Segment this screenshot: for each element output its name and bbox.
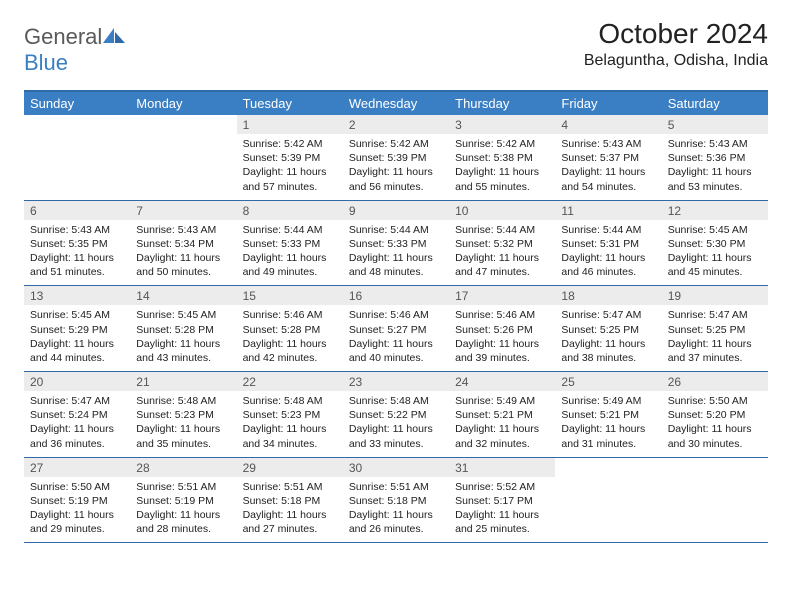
day-info-cell: Sunrise: 5:44 AMSunset: 5:31 PMDaylight:… (555, 220, 661, 286)
day-number-cell: 14 (130, 286, 236, 306)
header: GeneralBlue October 2024 Belaguntha, Odi… (24, 18, 768, 76)
day-number-row: 6789101112 (24, 200, 768, 220)
day-info-cell: Sunrise: 5:48 AMSunset: 5:22 PMDaylight:… (343, 391, 449, 457)
day-number-cell: 26 (662, 372, 768, 392)
day-info-cell (24, 134, 130, 200)
weekday-header: Friday (555, 91, 661, 115)
day-info-cell: Sunrise: 5:50 AMSunset: 5:20 PMDaylight:… (662, 391, 768, 457)
day-number-cell: 21 (130, 372, 236, 392)
day-info-cell: Sunrise: 5:47 AMSunset: 5:25 PMDaylight:… (555, 305, 661, 371)
logo-word-2: Blue (24, 50, 68, 75)
day-info-cell: Sunrise: 5:47 AMSunset: 5:25 PMDaylight:… (662, 305, 768, 371)
weekday-header: Sunday (24, 91, 130, 115)
day-number-cell: 12 (662, 200, 768, 220)
day-info-cell: Sunrise: 5:46 AMSunset: 5:28 PMDaylight:… (237, 305, 343, 371)
day-number-row: 13141516171819 (24, 286, 768, 306)
day-info-row: Sunrise: 5:45 AMSunset: 5:29 PMDaylight:… (24, 305, 768, 371)
day-number-cell (130, 115, 236, 134)
day-number-cell: 22 (237, 372, 343, 392)
day-info-cell: Sunrise: 5:43 AMSunset: 5:35 PMDaylight:… (24, 220, 130, 286)
day-info-cell: Sunrise: 5:51 AMSunset: 5:18 PMDaylight:… (237, 477, 343, 543)
day-info-cell (662, 477, 768, 543)
day-info-cell: Sunrise: 5:44 AMSunset: 5:33 PMDaylight:… (237, 220, 343, 286)
day-number-row: 2728293031 (24, 457, 768, 477)
day-number-cell: 15 (237, 286, 343, 306)
day-number-cell: 19 (662, 286, 768, 306)
day-number-cell: 9 (343, 200, 449, 220)
day-info-cell: Sunrise: 5:42 AMSunset: 5:38 PMDaylight:… (449, 134, 555, 200)
day-info-cell: Sunrise: 5:49 AMSunset: 5:21 PMDaylight:… (555, 391, 661, 457)
day-number-cell: 25 (555, 372, 661, 392)
day-info-cell: Sunrise: 5:46 AMSunset: 5:27 PMDaylight:… (343, 305, 449, 371)
day-info-cell (555, 477, 661, 543)
day-number-cell: 17 (449, 286, 555, 306)
day-number-cell: 16 (343, 286, 449, 306)
day-info-cell: Sunrise: 5:48 AMSunset: 5:23 PMDaylight:… (130, 391, 236, 457)
day-number-cell: 8 (237, 200, 343, 220)
day-number-cell: 7 (130, 200, 236, 220)
day-info-cell: Sunrise: 5:47 AMSunset: 5:24 PMDaylight:… (24, 391, 130, 457)
day-info-cell: Sunrise: 5:43 AMSunset: 5:37 PMDaylight:… (555, 134, 661, 200)
day-info-cell: Sunrise: 5:43 AMSunset: 5:36 PMDaylight:… (662, 134, 768, 200)
day-info-cell: Sunrise: 5:43 AMSunset: 5:34 PMDaylight:… (130, 220, 236, 286)
day-number-cell: 1 (237, 115, 343, 134)
weekday-header: Tuesday (237, 91, 343, 115)
day-number-cell (24, 115, 130, 134)
day-info-cell: Sunrise: 5:50 AMSunset: 5:19 PMDaylight:… (24, 477, 130, 543)
day-number-cell: 31 (449, 457, 555, 477)
day-number-cell: 10 (449, 200, 555, 220)
day-info-cell: Sunrise: 5:45 AMSunset: 5:29 PMDaylight:… (24, 305, 130, 371)
day-number-cell (662, 457, 768, 477)
day-number-cell: 28 (130, 457, 236, 477)
calendar-table: SundayMondayTuesdayWednesdayThursdayFrid… (24, 90, 768, 543)
day-info-cell (130, 134, 236, 200)
logo: GeneralBlue (24, 18, 125, 76)
day-info-cell: Sunrise: 5:42 AMSunset: 5:39 PMDaylight:… (343, 134, 449, 200)
month-title: October 2024 (584, 18, 768, 50)
day-number-cell: 20 (24, 372, 130, 392)
day-number-cell: 13 (24, 286, 130, 306)
day-number-cell: 4 (555, 115, 661, 134)
day-number-cell: 6 (24, 200, 130, 220)
day-number-cell: 18 (555, 286, 661, 306)
day-info-row: Sunrise: 5:42 AMSunset: 5:39 PMDaylight:… (24, 134, 768, 200)
day-info-row: Sunrise: 5:47 AMSunset: 5:24 PMDaylight:… (24, 391, 768, 457)
title-block: October 2024 Belaguntha, Odisha, India (584, 18, 768, 70)
weekday-header: Monday (130, 91, 236, 115)
day-info-row: Sunrise: 5:50 AMSunset: 5:19 PMDaylight:… (24, 477, 768, 543)
day-number-cell: 29 (237, 457, 343, 477)
day-number-row: 12345 (24, 115, 768, 134)
day-info-cell: Sunrise: 5:44 AMSunset: 5:32 PMDaylight:… (449, 220, 555, 286)
weekday-header: Saturday (662, 91, 768, 115)
day-number-cell: 30 (343, 457, 449, 477)
day-info-cell: Sunrise: 5:44 AMSunset: 5:33 PMDaylight:… (343, 220, 449, 286)
weekday-header: Wednesday (343, 91, 449, 115)
day-info-cell: Sunrise: 5:42 AMSunset: 5:39 PMDaylight:… (237, 134, 343, 200)
weekday-header-row: SundayMondayTuesdayWednesdayThursdayFrid… (24, 91, 768, 115)
day-info-cell: Sunrise: 5:51 AMSunset: 5:18 PMDaylight:… (343, 477, 449, 543)
day-number-cell (555, 457, 661, 477)
day-info-cell: Sunrise: 5:51 AMSunset: 5:19 PMDaylight:… (130, 477, 236, 543)
day-info-cell: Sunrise: 5:46 AMSunset: 5:26 PMDaylight:… (449, 305, 555, 371)
day-info-cell: Sunrise: 5:52 AMSunset: 5:17 PMDaylight:… (449, 477, 555, 543)
day-info-cell: Sunrise: 5:45 AMSunset: 5:28 PMDaylight:… (130, 305, 236, 371)
day-info-cell: Sunrise: 5:45 AMSunset: 5:30 PMDaylight:… (662, 220, 768, 286)
day-number-cell: 27 (24, 457, 130, 477)
day-number-row: 20212223242526 (24, 372, 768, 392)
day-number-cell: 3 (449, 115, 555, 134)
day-number-cell: 11 (555, 200, 661, 220)
day-number-cell: 5 (662, 115, 768, 134)
day-info-cell: Sunrise: 5:49 AMSunset: 5:21 PMDaylight:… (449, 391, 555, 457)
logo-text: GeneralBlue (24, 24, 125, 76)
logo-word-1: General (24, 24, 102, 49)
day-number-cell: 2 (343, 115, 449, 134)
day-number-cell: 23 (343, 372, 449, 392)
logo-sail-icon (103, 24, 125, 49)
calendar-body: 12345 Sunrise: 5:42 AMSunset: 5:39 PMDay… (24, 115, 768, 543)
weekday-header: Thursday (449, 91, 555, 115)
day-info-row: Sunrise: 5:43 AMSunset: 5:35 PMDaylight:… (24, 220, 768, 286)
day-number-cell: 24 (449, 372, 555, 392)
day-info-cell: Sunrise: 5:48 AMSunset: 5:23 PMDaylight:… (237, 391, 343, 457)
location: Belaguntha, Odisha, India (584, 52, 768, 70)
